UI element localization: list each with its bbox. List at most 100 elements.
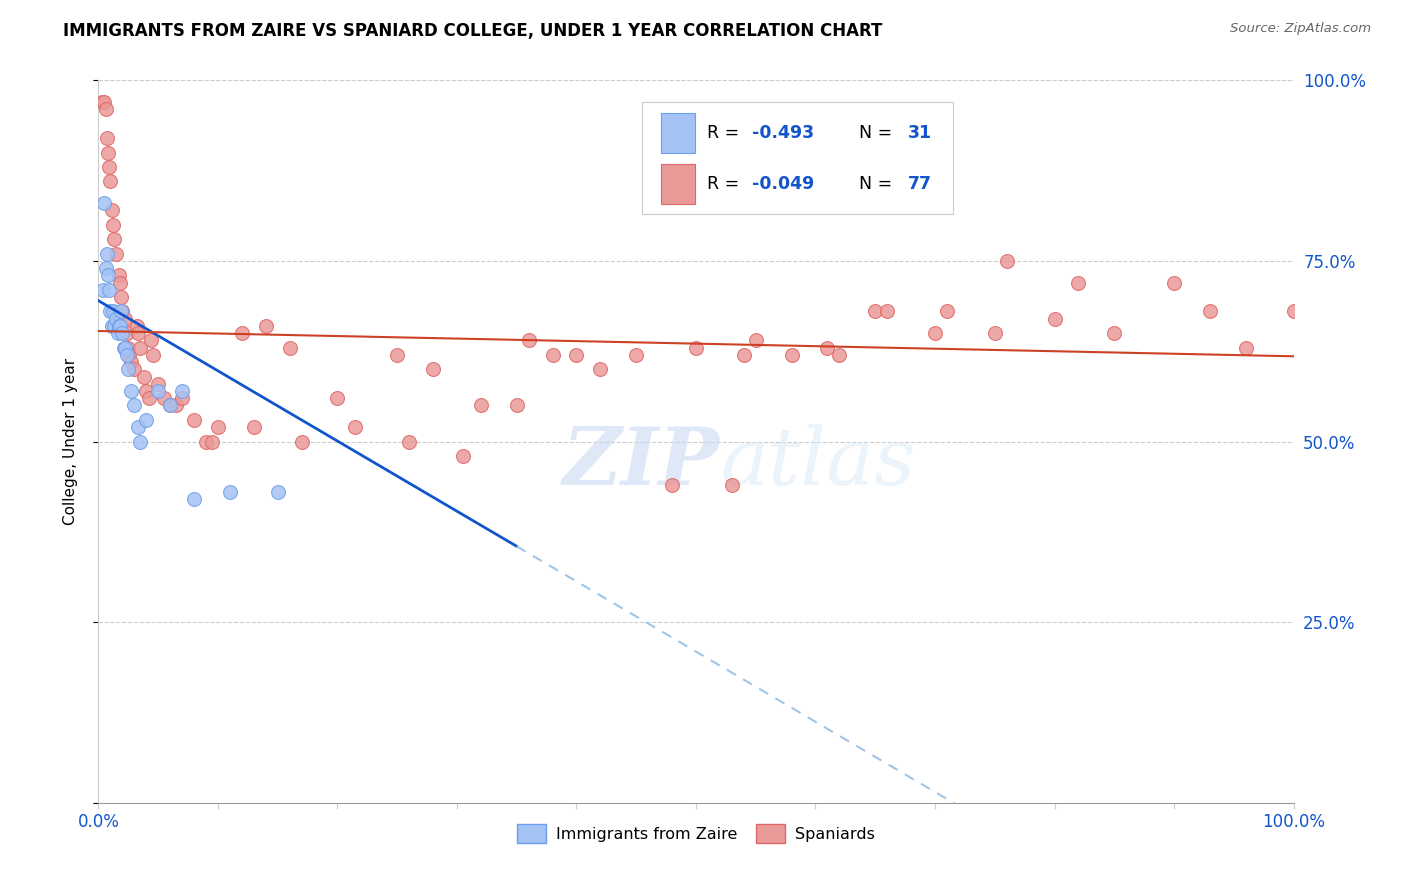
Point bbox=[94, 261, 117, 276]
Point bbox=[1199, 304, 1222, 318]
Point bbox=[98, 304, 122, 318]
Point bbox=[120, 355, 142, 369]
Point bbox=[111, 326, 134, 340]
Point bbox=[91, 95, 114, 109]
Point bbox=[589, 362, 612, 376]
Point bbox=[107, 326, 129, 340]
Point bbox=[105, 311, 128, 326]
Point bbox=[105, 246, 128, 260]
Point bbox=[685, 341, 707, 355]
Point bbox=[565, 348, 588, 362]
Point bbox=[97, 268, 120, 283]
Point bbox=[344, 420, 367, 434]
Point bbox=[385, 348, 409, 362]
Text: 77: 77 bbox=[907, 175, 932, 193]
Point bbox=[101, 304, 124, 318]
Point bbox=[936, 304, 959, 318]
Point bbox=[120, 384, 142, 398]
Point bbox=[995, 253, 1018, 268]
Point bbox=[470, 398, 492, 412]
Legend: Immigrants from Zaire, Spaniards: Immigrants from Zaire, Spaniards bbox=[510, 818, 882, 849]
Point bbox=[243, 420, 266, 434]
Point bbox=[326, 391, 349, 405]
Point bbox=[984, 326, 1007, 340]
Point bbox=[103, 232, 125, 246]
Point bbox=[114, 341, 136, 355]
Point bbox=[1043, 311, 1066, 326]
Point bbox=[110, 304, 132, 318]
Point bbox=[139, 334, 162, 348]
Point bbox=[101, 218, 124, 232]
Point bbox=[138, 391, 160, 405]
Point bbox=[195, 434, 218, 449]
Point bbox=[876, 304, 898, 318]
Point bbox=[745, 334, 768, 348]
Point bbox=[94, 102, 117, 116]
Point bbox=[114, 311, 136, 326]
Point bbox=[125, 318, 148, 333]
FancyBboxPatch shape bbox=[661, 113, 695, 153]
Point bbox=[219, 485, 242, 500]
Point bbox=[111, 304, 134, 318]
Point bbox=[100, 203, 122, 218]
Point bbox=[398, 434, 420, 449]
Point bbox=[100, 318, 122, 333]
Point bbox=[91, 283, 114, 297]
Y-axis label: College, Under 1 year: College, Under 1 year bbox=[63, 358, 77, 525]
Text: R =: R = bbox=[707, 175, 744, 193]
Point bbox=[129, 434, 152, 449]
Point bbox=[780, 348, 803, 362]
Point bbox=[97, 145, 120, 160]
Point bbox=[148, 376, 170, 391]
Point bbox=[127, 420, 149, 434]
Point bbox=[107, 318, 129, 333]
Point bbox=[451, 449, 474, 463]
Text: N =: N = bbox=[848, 124, 897, 143]
Text: R =: R = bbox=[707, 124, 744, 143]
Point bbox=[541, 348, 564, 362]
Text: atlas: atlas bbox=[720, 425, 915, 502]
Point bbox=[129, 341, 152, 355]
Point bbox=[132, 369, 155, 384]
Text: 31: 31 bbox=[907, 124, 932, 143]
Text: -0.049: -0.049 bbox=[752, 175, 814, 193]
Point bbox=[1104, 326, 1126, 340]
Point bbox=[828, 348, 851, 362]
Point bbox=[112, 341, 135, 355]
Point bbox=[506, 398, 529, 412]
Point bbox=[135, 413, 157, 427]
Point bbox=[127, 326, 149, 340]
Point bbox=[183, 492, 205, 507]
Point bbox=[142, 348, 165, 362]
Point bbox=[148, 384, 170, 398]
Point bbox=[231, 326, 253, 340]
Point bbox=[110, 290, 132, 304]
Point bbox=[291, 434, 314, 449]
Point bbox=[1282, 304, 1305, 318]
Text: -0.493: -0.493 bbox=[752, 124, 814, 143]
Point bbox=[517, 334, 540, 348]
Point bbox=[626, 348, 648, 362]
Point bbox=[661, 478, 683, 492]
Point bbox=[108, 276, 131, 290]
Point bbox=[159, 398, 181, 412]
Text: N =: N = bbox=[848, 175, 897, 193]
Point bbox=[207, 420, 229, 434]
Point bbox=[165, 398, 187, 412]
Text: ZIP: ZIP bbox=[562, 425, 720, 502]
Point bbox=[1067, 276, 1090, 290]
Point bbox=[924, 326, 946, 340]
Point bbox=[115, 348, 138, 362]
Point bbox=[93, 196, 115, 211]
Text: Source: ZipAtlas.com: Source: ZipAtlas.com bbox=[1230, 22, 1371, 36]
Point bbox=[96, 246, 118, 260]
Point bbox=[733, 348, 755, 362]
Point bbox=[103, 318, 125, 333]
Point bbox=[1163, 276, 1185, 290]
Point bbox=[98, 174, 122, 188]
Point bbox=[98, 283, 121, 297]
Point bbox=[422, 362, 444, 376]
Point bbox=[153, 391, 176, 405]
FancyBboxPatch shape bbox=[661, 164, 695, 203]
Point bbox=[118, 348, 141, 362]
